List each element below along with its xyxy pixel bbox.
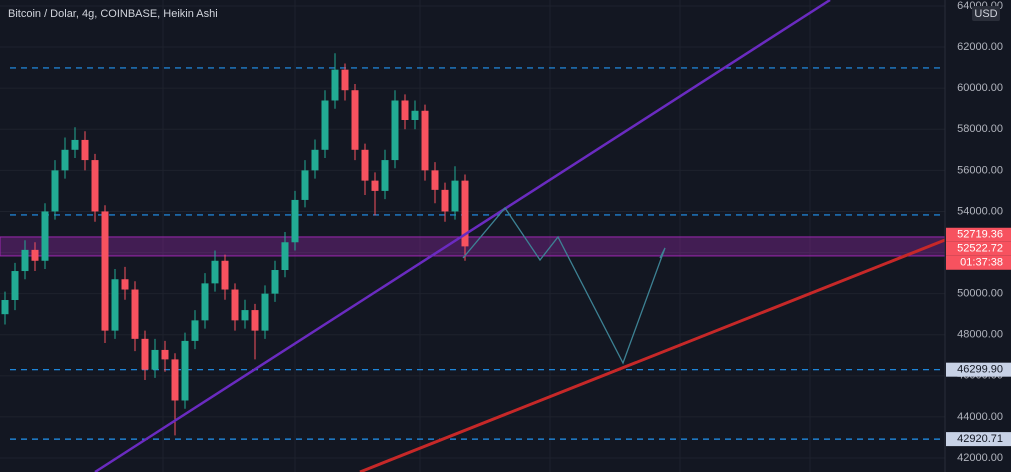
candle-body bbox=[431, 170, 439, 190]
chart-title: Bitcoin / Dolar, 4g, COINBASE, Heikin As… bbox=[8, 8, 218, 20]
vertical-grid bbox=[162, 0, 811, 472]
candle-body bbox=[421, 110, 429, 171]
candle-body bbox=[291, 199, 299, 243]
candle-body bbox=[411, 110, 419, 121]
candle-body bbox=[171, 359, 179, 401]
countdown: 01:37:38 bbox=[960, 257, 1003, 269]
level-tag-label: 46299.90 bbox=[957, 364, 1003, 376]
candle-body bbox=[441, 189, 449, 212]
y-tick-label: 50000.00 bbox=[957, 288, 1003, 300]
candle-body bbox=[31, 249, 39, 261]
y-tick-label: 42000.00 bbox=[957, 452, 1003, 464]
candle-body bbox=[341, 69, 349, 91]
y-tick-label: 58000.00 bbox=[957, 123, 1003, 135]
candle-body bbox=[201, 283, 209, 321]
level-tag-label: 42920.71 bbox=[957, 433, 1003, 445]
price-tag-label: 52522.72 bbox=[957, 243, 1003, 255]
trend-line bbox=[359, 238, 946, 472]
candle-body bbox=[351, 90, 359, 150]
candle-body bbox=[161, 349, 169, 360]
candle-body bbox=[361, 149, 369, 181]
candle-body bbox=[181, 340, 189, 401]
candle-body bbox=[231, 289, 239, 321]
candle-body bbox=[381, 160, 389, 191]
candle-body bbox=[61, 149, 69, 171]
candle-body bbox=[151, 349, 159, 370]
candle-body bbox=[391, 100, 399, 161]
candle-body bbox=[191, 320, 199, 341]
price-tag bbox=[946, 227, 1011, 242]
candle-body bbox=[121, 279, 129, 290]
candle-body bbox=[461, 180, 469, 247]
candle-body bbox=[11, 271, 19, 301]
candle-body bbox=[1, 300, 9, 315]
price-tag bbox=[946, 241, 1011, 256]
candle-body bbox=[81, 139, 89, 161]
candle-body bbox=[51, 170, 59, 212]
y-tick-label: 60000.00 bbox=[957, 82, 1003, 94]
candle-body bbox=[301, 170, 309, 200]
candle-body bbox=[311, 149, 319, 171]
candle-body bbox=[261, 293, 269, 331]
y-tick-label: 54000.00 bbox=[957, 205, 1003, 217]
candle-body bbox=[331, 69, 339, 101]
candle-body bbox=[371, 180, 379, 191]
y-tick-label: 62000.00 bbox=[957, 41, 1003, 53]
candle-body bbox=[101, 211, 109, 331]
level-tag bbox=[946, 362, 1011, 377]
countdown-tag bbox=[946, 255, 1011, 270]
candle-body bbox=[271, 270, 279, 294]
candle-body bbox=[251, 310, 259, 331]
price-tag-label: 52719.36 bbox=[957, 229, 1003, 241]
y-tick-label: 44000.00 bbox=[957, 411, 1003, 423]
level-tag bbox=[946, 432, 1011, 447]
currency[interactable]: USD bbox=[974, 8, 997, 20]
candle-body bbox=[221, 260, 229, 290]
candle-body bbox=[41, 211, 49, 261]
candle-body bbox=[211, 260, 219, 284]
candle-body bbox=[281, 242, 289, 271]
candle-body bbox=[71, 139, 79, 150]
currency-box[interactable] bbox=[972, 6, 1000, 21]
candle-body bbox=[451, 180, 459, 212]
candle-body bbox=[91, 160, 99, 212]
projection-path bbox=[462, 206, 666, 365]
trend-line bbox=[94, 0, 831, 472]
candle-body bbox=[21, 249, 29, 272]
candle-body bbox=[111, 279, 119, 331]
candle-body bbox=[401, 100, 409, 121]
y-tick-label: 64000.00 bbox=[957, 0, 1003, 12]
y-tick-label: 56000.00 bbox=[957, 164, 1003, 176]
candle-body bbox=[141, 338, 149, 370]
y-tick-label: 48000.00 bbox=[957, 329, 1003, 341]
candle-body bbox=[241, 310, 249, 321]
candle-body bbox=[321, 100, 329, 150]
candle-body bbox=[131, 289, 139, 339]
